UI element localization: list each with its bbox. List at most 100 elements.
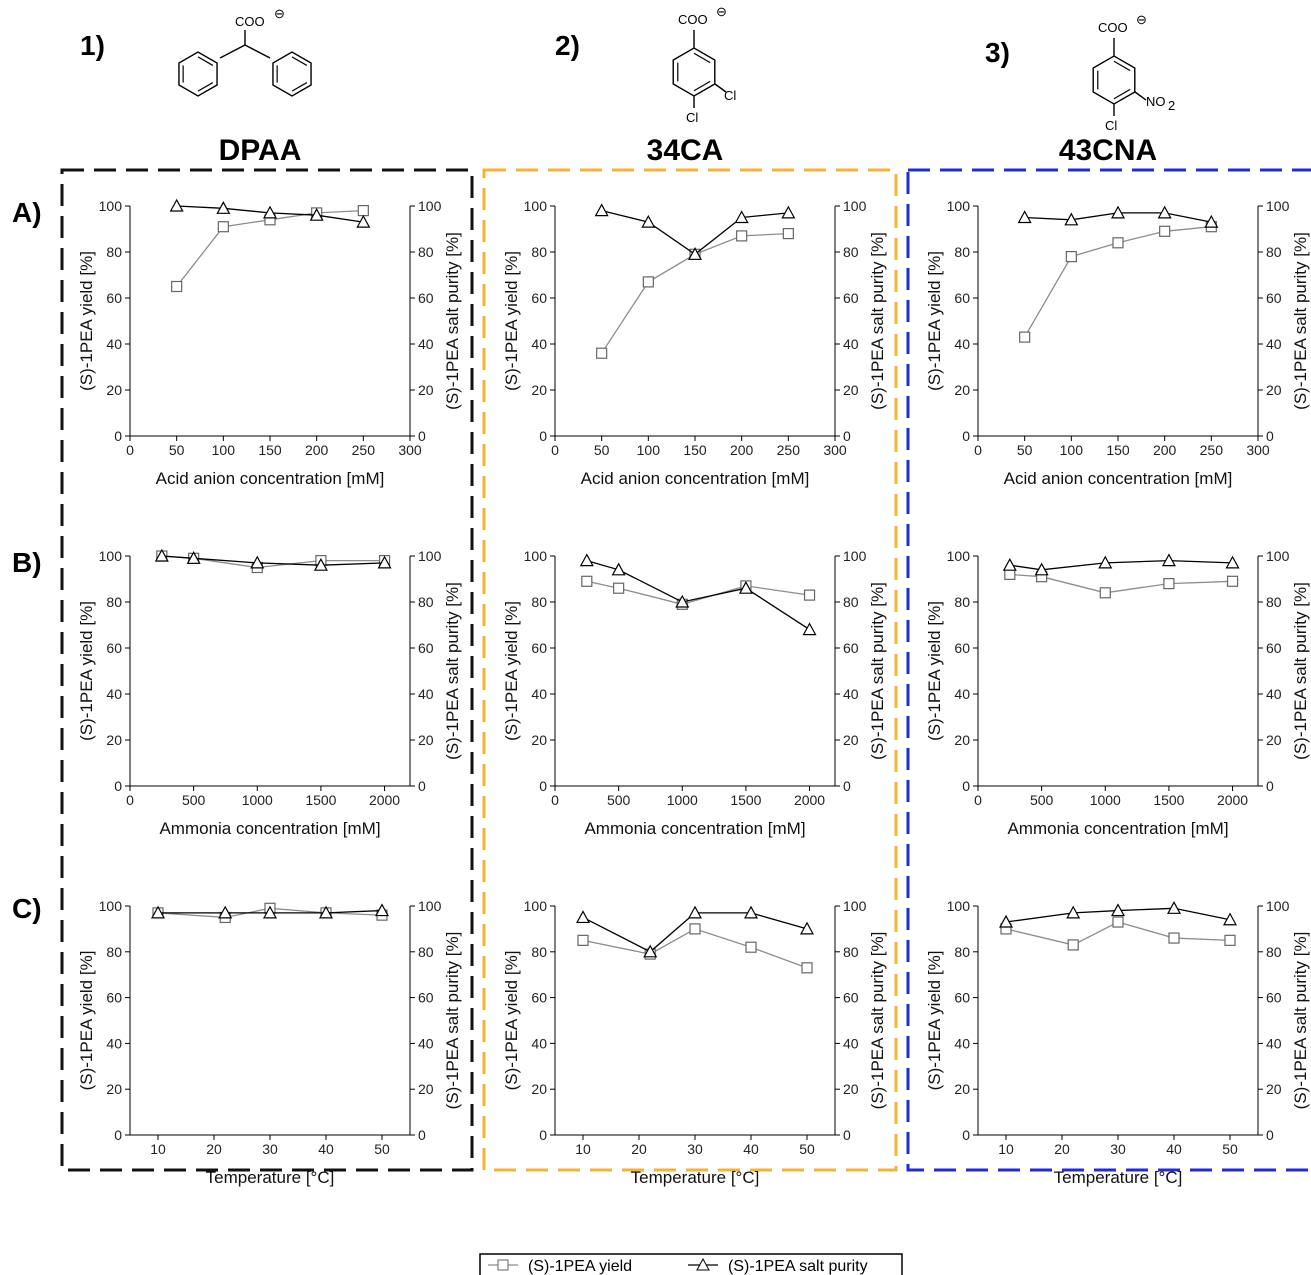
y-tick-label-left: 40 <box>531 336 547 352</box>
yield-point <box>613 582 625 594</box>
x-tick-label: 150 <box>683 442 707 458</box>
y-tick-label-right: 80 <box>418 594 434 610</box>
x-tick-label: 250 <box>352 442 376 458</box>
y-tick-label-left: 100 <box>99 198 123 214</box>
y-tick-label-right: 0 <box>1266 1127 1274 1143</box>
y-tick-label-right: 60 <box>418 640 434 656</box>
y-tick-label-left: 20 <box>106 1081 122 1097</box>
y-axis-label-left: (S)-1PEA yield [%] <box>502 951 521 1091</box>
x-tick-label: 30 <box>1110 1141 1126 1157</box>
x-tick-label: 50 <box>374 1141 390 1157</box>
yield-point <box>782 228 794 240</box>
y-tick-label-left: 0 <box>962 1127 970 1143</box>
legend-yield-label: (S)-1PEA yield <box>528 1258 632 1275</box>
y-tick-label-right: 20 <box>1266 732 1282 748</box>
purity-point <box>641 214 656 228</box>
legend: (S)-1PEA yield (S)-1PEA salt purity <box>479 1253 903 1275</box>
yield-point <box>1168 932 1180 944</box>
double-bond <box>291 82 308 92</box>
column-title-dpaa: DPAA <box>219 134 302 167</box>
purity-point <box>1098 555 1113 569</box>
y-tick-label-left: 80 <box>531 594 547 610</box>
y-tick-label-right: 100 <box>1266 198 1290 214</box>
x-tick-label: 100 <box>637 442 661 458</box>
row-label-b: B) <box>12 547 42 578</box>
y-tick-label-left: 20 <box>106 382 122 398</box>
column-border-dpaa <box>60 168 474 1172</box>
y-tick-label-right: 100 <box>418 198 442 214</box>
y-tick-label-right: 80 <box>1266 594 1282 610</box>
y-axis-label-left: (S)-1PEA yield [%] <box>77 951 96 1091</box>
x-axis-label: Acid anion concentration [mM] <box>156 469 385 488</box>
x-tick-label: 200 <box>730 442 754 458</box>
purity-point <box>377 555 392 569</box>
y-tick-label-right: 80 <box>843 944 859 960</box>
y-tick-label-right: 20 <box>418 732 434 748</box>
row-label-c: C) <box>12 893 42 924</box>
row-label-a: A) <box>12 197 42 228</box>
x-tick-label: 40 <box>743 1141 759 1157</box>
y-tick-label-left: 40 <box>106 1035 122 1051</box>
purity-point <box>313 557 328 571</box>
y-tick-label-left: 40 <box>531 686 547 702</box>
ring-bond <box>272 51 312 97</box>
x-tick-label: 1500 <box>730 792 761 808</box>
charge-label: ⊖ <box>274 6 285 21</box>
y-tick-label-left: 40 <box>954 336 970 352</box>
y-tick-label-left: 100 <box>524 548 548 564</box>
x-tick-label: 500 <box>182 792 206 808</box>
y-tick-label-left: 40 <box>531 1035 547 1051</box>
y-tick-label-right: 100 <box>843 198 867 214</box>
y-tick-label-right: 0 <box>418 1127 426 1143</box>
phenyl-ring-right <box>272 51 312 97</box>
purity-point <box>1157 205 1172 219</box>
y-tick-label-right: 80 <box>418 244 434 260</box>
y-tick-label-right: 80 <box>843 244 859 260</box>
y-tick-label-left: 100 <box>99 898 123 914</box>
y-tick-label-right: 0 <box>1266 428 1274 444</box>
purity-point <box>374 903 390 917</box>
x-tick-label: 2000 <box>1217 792 1248 808</box>
bond <box>219 44 246 59</box>
y-tick-label-left: 100 <box>99 548 123 564</box>
y-axis-label-right: (S)-1PEA salt purity [%] <box>443 232 462 410</box>
purity-point <box>356 214 371 228</box>
bond <box>244 44 271 59</box>
y-tick-label-left: 40 <box>106 686 122 702</box>
yield-point <box>642 276 654 288</box>
y-axis-label-left: (S)-1PEA yield [%] <box>925 601 944 741</box>
nitro-subscript: 2 <box>1168 98 1175 113</box>
charge-label: ⊖ <box>1136 12 1147 27</box>
purity-point <box>309 207 324 221</box>
y-tick-label-right: 40 <box>1266 686 1282 702</box>
x-tick-label: 1000 <box>667 792 698 808</box>
compound-number-2: 2) <box>555 30 580 61</box>
yield-point <box>1112 237 1124 249</box>
y-tick-label-right: 0 <box>418 428 426 444</box>
yield-point <box>736 230 748 242</box>
x-tick-label: 500 <box>1030 792 1054 808</box>
ring-bond <box>672 47 716 97</box>
purity-point <box>998 914 1014 928</box>
panel-2c: 0 0 20 20 40 40 60 60 80 80 100 100 10 20 30 40 50 Temper… <box>502 898 887 1187</box>
x-tick-label: 300 <box>823 442 847 458</box>
y-tick-label-left: 20 <box>531 1081 547 1097</box>
y-tick-label-right: 20 <box>1266 1081 1282 1097</box>
purity-point <box>579 553 594 567</box>
y-tick-label-left: 0 <box>962 428 970 444</box>
x-tick-label: 0 <box>974 792 982 808</box>
y-tick-label-right: 100 <box>418 898 442 914</box>
bond <box>1134 91 1147 101</box>
purity-point <box>262 205 278 219</box>
y-tick-label-left: 100 <box>524 198 548 214</box>
purity-point <box>154 548 169 562</box>
purity-point <box>643 944 658 958</box>
chlorine-label: Cl <box>1105 118 1117 133</box>
y-tick-label-right: 20 <box>418 1081 434 1097</box>
y-tick-label-right: 40 <box>843 1035 859 1051</box>
y-tick-label-left: 100 <box>947 898 971 914</box>
y-tick-label-right: 100 <box>843 548 867 564</box>
yield-point <box>745 941 757 953</box>
y-tick-label-right: 40 <box>843 336 859 352</box>
